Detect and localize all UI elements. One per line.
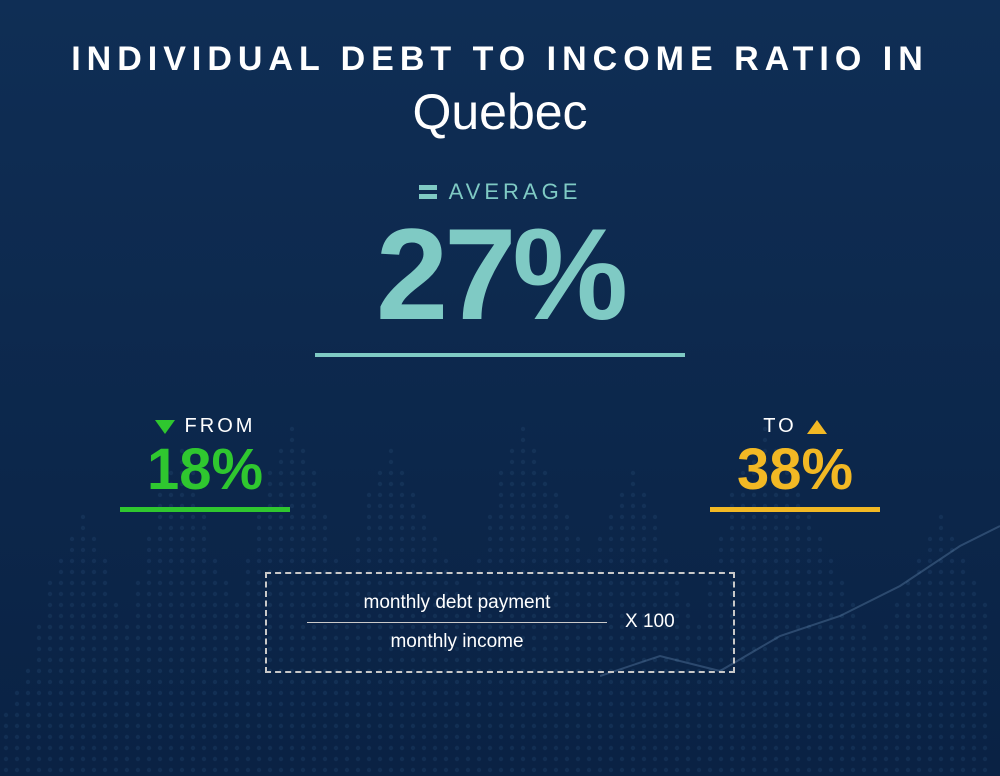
from-block: FROM 18% — [120, 415, 290, 512]
triangle-down-icon — [155, 420, 175, 434]
to-underline — [710, 507, 880, 512]
to-block: TO 38% — [710, 415, 880, 512]
formula-multiplier: X 100 — [625, 611, 675, 633]
average-value: 27% — [315, 209, 685, 339]
average-block: AVERAGE 27% — [315, 179, 685, 357]
from-value: 18% — [120, 440, 290, 501]
content-container: INDIVIDUAL DEBT TO INCOME RATIO IN Quebe… — [0, 0, 1000, 776]
to-value: 38% — [710, 440, 880, 501]
fraction-line — [307, 622, 607, 623]
average-underline — [315, 353, 685, 357]
title-line-1: INDIVIDUAL DEBT TO INCOME RATIO IN — [0, 40, 1000, 79]
from-label-row: FROM — [120, 415, 290, 438]
from-underline — [120, 507, 290, 512]
equals-icon — [419, 185, 437, 199]
title-line-2: Quebec — [0, 83, 1000, 141]
from-label: FROM — [185, 415, 256, 438]
triangle-up-icon — [807, 420, 827, 434]
formula-fraction: monthly debt payment monthly income — [307, 592, 607, 653]
to-label-row: TO — [710, 415, 880, 438]
formula-numerator: monthly debt payment — [364, 592, 551, 614]
to-label: TO — [763, 415, 796, 438]
formula-box: monthly debt payment monthly income X 10… — [265, 572, 735, 673]
formula-denominator: monthly income — [390, 631, 523, 653]
range-row: FROM 18% TO 38% — [120, 415, 880, 512]
